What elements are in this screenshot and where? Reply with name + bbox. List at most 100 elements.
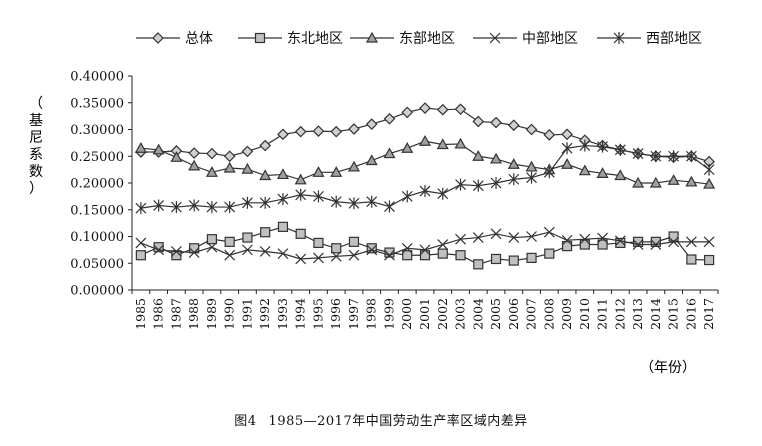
data-point [455, 178, 466, 191]
data-point [277, 193, 289, 206]
legend-marker [152, 32, 164, 44]
data-point [650, 239, 662, 250]
data-point [454, 103, 467, 116]
series-2 [135, 221, 715, 270]
x-tick-label: 2010 [577, 298, 592, 330]
data-point [383, 112, 396, 125]
x-tick-label: 2013 [630, 298, 645, 330]
data-point [490, 228, 502, 240]
data-point [313, 237, 324, 249]
data-point [436, 103, 449, 116]
data-point [365, 118, 378, 130]
data-point [134, 141, 147, 153]
data-point [401, 106, 414, 119]
data-point [313, 252, 324, 264]
data-point [703, 177, 716, 189]
x-tick-label: 2016 [683, 298, 698, 330]
x-axis-label: （年份） [640, 360, 696, 376]
data-point [206, 201, 218, 214]
data-point [294, 173, 307, 185]
data-point [561, 158, 574, 169]
data-point [152, 143, 165, 155]
x-tick-label: 2004 [470, 298, 485, 330]
data-point [135, 250, 146, 261]
series-4 [135, 226, 715, 265]
x-tick-label: 1995 [310, 298, 325, 330]
data-point [401, 190, 413, 203]
data-point [597, 239, 608, 250]
data-point [597, 232, 609, 244]
data-point [241, 145, 254, 158]
data-point [259, 169, 272, 181]
data-point [508, 232, 520, 243]
data-point [188, 147, 201, 159]
x-tick-label: 1994 [293, 298, 308, 330]
data-point [365, 154, 378, 166]
x-tick-label: 1999 [381, 298, 396, 330]
data-point [704, 254, 715, 266]
legend-label: 东部地区 [399, 31, 455, 47]
legend-marker [489, 32, 501, 44]
data-point [579, 239, 590, 250]
data-point [472, 150, 485, 161]
data-point [703, 163, 715, 176]
legend-marker [254, 32, 266, 44]
data-point [384, 249, 395, 261]
data-point [348, 123, 360, 135]
data-point [259, 139, 272, 152]
data-point [206, 234, 218, 245]
x-tick-label: 1998 [364, 298, 379, 330]
y-axis-label: （基尼系数） [29, 96, 43, 197]
data-point [259, 246, 271, 257]
data-point [383, 147, 396, 159]
data-point [526, 231, 537, 242]
data-point [561, 241, 573, 252]
data-point [472, 115, 485, 128]
x-axis: 1985 1986 1987 1988 1989 1990 1991 1992 1993 1994… [131, 289, 719, 330]
data-point [596, 167, 609, 178]
data-point [418, 135, 432, 146]
data-point [331, 243, 342, 254]
figure-title: 1985—2017年中国劳动生产率区域内差异 [268, 414, 528, 429]
data-point [525, 123, 538, 136]
data-point [473, 259, 484, 270]
data-point [419, 244, 431, 256]
legend-marker [613, 32, 625, 44]
data-point [384, 200, 395, 213]
data-point [241, 162, 254, 174]
data-point [632, 236, 644, 247]
data-point [206, 147, 218, 160]
data-point [384, 247, 395, 258]
y-tick-label: 0.25000 [70, 150, 124, 165]
data-point [437, 248, 448, 259]
data-point [526, 171, 537, 184]
data-point [686, 254, 697, 265]
data-point [153, 244, 165, 256]
x-tick-label: 1987 [168, 298, 183, 330]
data-point [685, 236, 697, 248]
data-point [490, 116, 502, 129]
data-point [241, 196, 253, 209]
data-point [632, 147, 644, 160]
data-point [703, 236, 715, 248]
data-point [224, 249, 236, 261]
legend-marker [365, 31, 379, 43]
data-point [508, 173, 520, 186]
data-point [543, 129, 556, 141]
x-tick-label: 2006 [506, 298, 521, 330]
data-point [472, 179, 484, 192]
data-point [455, 233, 466, 245]
x-tick-label: 1992 [257, 298, 272, 330]
x-tick-label: 1986 [151, 298, 166, 330]
data-point [490, 152, 503, 164]
data-point [401, 141, 414, 153]
figure-number: 图4 [234, 414, 257, 429]
x-tick-label: 1990 [222, 298, 237, 330]
series-5 [135, 139, 715, 215]
data-point [632, 239, 644, 250]
data-point [632, 176, 645, 188]
y-tick-label: 0.15000 [70, 203, 124, 218]
data-point [135, 237, 147, 249]
data-point [650, 150, 662, 163]
